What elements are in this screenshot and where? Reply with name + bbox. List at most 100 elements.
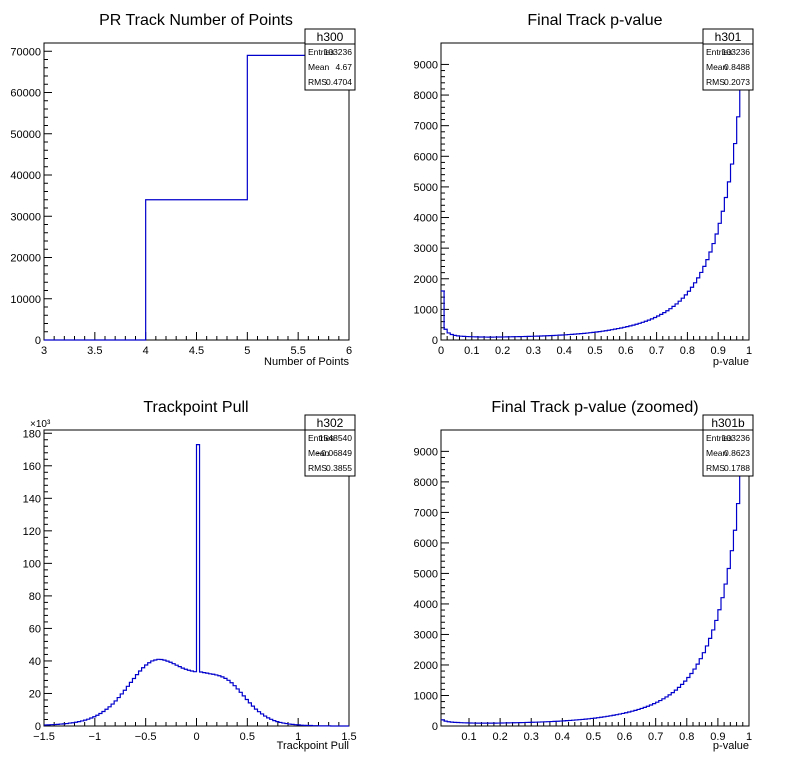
stats-box-frame xyxy=(304,414,356,477)
y-tick-label: 100 xyxy=(23,558,41,570)
y-tick-label: 30000 xyxy=(10,211,41,223)
stats-label: Entries xyxy=(308,47,334,57)
x-tick-label: 1 xyxy=(295,731,301,743)
stats-value: 0.3855 xyxy=(326,463,352,473)
stats-value: 0.8623 xyxy=(724,448,750,458)
y-tick-label: 1000 xyxy=(414,304,438,316)
histogram-series xyxy=(441,432,749,724)
x-tick-label: 0.2 xyxy=(495,345,510,357)
y-tick-label: 20 xyxy=(29,688,41,700)
histogram-h301: Final Track p-value 0 1000 2000 3000 4000 5000… xyxy=(414,12,754,368)
x-tick-label: 4 xyxy=(143,345,149,357)
x-tick-label: 0.8 xyxy=(680,345,695,357)
x-tick-label: 0.9 xyxy=(710,731,725,743)
y-tick-label: 3000 xyxy=(414,629,438,641)
y-tick-label: 140 xyxy=(23,493,41,505)
y-tick-label: 180 xyxy=(23,428,41,440)
x-tick-label: 0.5 xyxy=(587,345,602,357)
x-tick-label: 0.5 xyxy=(240,731,255,743)
stats-box-frame xyxy=(304,28,356,91)
stats-hist-name: h302 xyxy=(317,416,344,430)
stats-label: Entries xyxy=(308,433,334,443)
stats-value: 1548540 xyxy=(319,433,352,443)
y-tick-label: 10000 xyxy=(10,294,41,306)
y-tick-label: 160 xyxy=(23,461,41,473)
x-tick-label: 3 xyxy=(41,345,47,357)
x-tick-label: 0.9 xyxy=(711,345,726,357)
histogram-series xyxy=(441,45,749,338)
y-tick-label: 5000 xyxy=(414,182,438,194)
stats-label: RMS xyxy=(308,463,327,473)
x-axis-label: p-value xyxy=(713,356,749,368)
x-tick-label: −1 xyxy=(89,731,102,743)
y-tick-label: 40000 xyxy=(10,170,41,182)
chart-title: Final Track p-value xyxy=(527,12,662,29)
stats-value: 4.67 xyxy=(335,62,352,72)
y-tick-label: 8000 xyxy=(414,90,438,102)
x-tick-label: 0.7 xyxy=(648,731,663,743)
y-tick-label: 60 xyxy=(29,623,41,635)
plot-frame xyxy=(43,42,350,341)
stats-value: 0.8488 xyxy=(724,62,750,72)
x-tick-label: 0.1 xyxy=(464,345,479,357)
stats-value: 103236 xyxy=(324,47,353,57)
x-axis-label: p-value xyxy=(713,740,749,752)
x-tick-label: 3.5 xyxy=(87,345,102,357)
chart-title: Trackpoint Pull xyxy=(143,399,248,416)
x-axis-label: Trackpoint Pull xyxy=(277,740,349,752)
y-tick-label: 80 xyxy=(29,591,41,603)
stats-box-frame xyxy=(702,28,754,91)
stats-value: 103236 xyxy=(722,433,751,443)
y-tick-label: 20000 xyxy=(10,253,41,265)
x-tick-label: 0.2 xyxy=(492,731,507,743)
x-tick-label: 0.7 xyxy=(649,345,664,357)
x-tick-label: 0.4 xyxy=(555,731,570,743)
x-tick-label: 1 xyxy=(746,345,752,357)
x-tick-label: 6 xyxy=(346,345,352,357)
stats-hist-name: h301b xyxy=(711,416,745,430)
x-tick-label: −1.5 xyxy=(33,731,55,743)
stats-hist-name: h301 xyxy=(715,30,742,44)
y-tick-label: 2000 xyxy=(414,660,438,672)
y-tick-label: 50000 xyxy=(10,129,41,141)
x-tick-label: 4.5 xyxy=(189,345,204,357)
x-tick-label: 0.8 xyxy=(679,731,694,743)
stats-value: −0.06849 xyxy=(316,448,352,458)
x-tick-label: 0.4 xyxy=(557,345,572,357)
y-tick-label: 4000 xyxy=(414,599,438,611)
x-tick-label: 5.5 xyxy=(291,345,306,357)
stats-label: Entries xyxy=(706,433,732,443)
y-tick-label: 5000 xyxy=(414,568,438,580)
y-tick-label: 120 xyxy=(23,526,41,538)
y-tick-label: 0 xyxy=(35,721,41,733)
y-tick-label: 6000 xyxy=(414,151,438,163)
chart-title: Final Track p-value (zoomed) xyxy=(491,399,698,416)
stats-value: 0.4704 xyxy=(326,77,352,87)
y-tick-label: 1000 xyxy=(414,690,438,702)
x-tick-label: −0.5 xyxy=(135,731,157,743)
histogram-h302: Trackpoint Pull 0 20 40 60 80 100 120 140 160 180 −… xyxy=(23,399,357,752)
x-axis-label: Number of Points xyxy=(264,356,349,368)
x-tick-label: 0.3 xyxy=(524,731,539,743)
histogram-series xyxy=(44,444,349,727)
stats-label: Mean xyxy=(308,62,330,72)
y-tick-label: 9000 xyxy=(414,59,438,71)
stats-hist-name: h300 xyxy=(317,30,344,44)
y-tick-label: 0 xyxy=(35,335,41,347)
stats-label: Mean xyxy=(706,62,728,72)
stats-label: Mean xyxy=(308,448,330,458)
x-tick-label: 0.3 xyxy=(526,345,541,357)
x-tick-label: 5 xyxy=(244,345,250,357)
x-tick-label: 1 xyxy=(746,731,752,743)
y-tick-label: 9000 xyxy=(414,446,438,458)
y-tick-label: 4000 xyxy=(414,213,438,225)
stats-label: Entries xyxy=(706,47,732,57)
plot-frame xyxy=(440,429,750,727)
x-tick-label: 0.1 xyxy=(461,731,476,743)
x-tick-label: 0 xyxy=(193,731,199,743)
chart-title: PR Track Number of Points xyxy=(99,12,293,29)
